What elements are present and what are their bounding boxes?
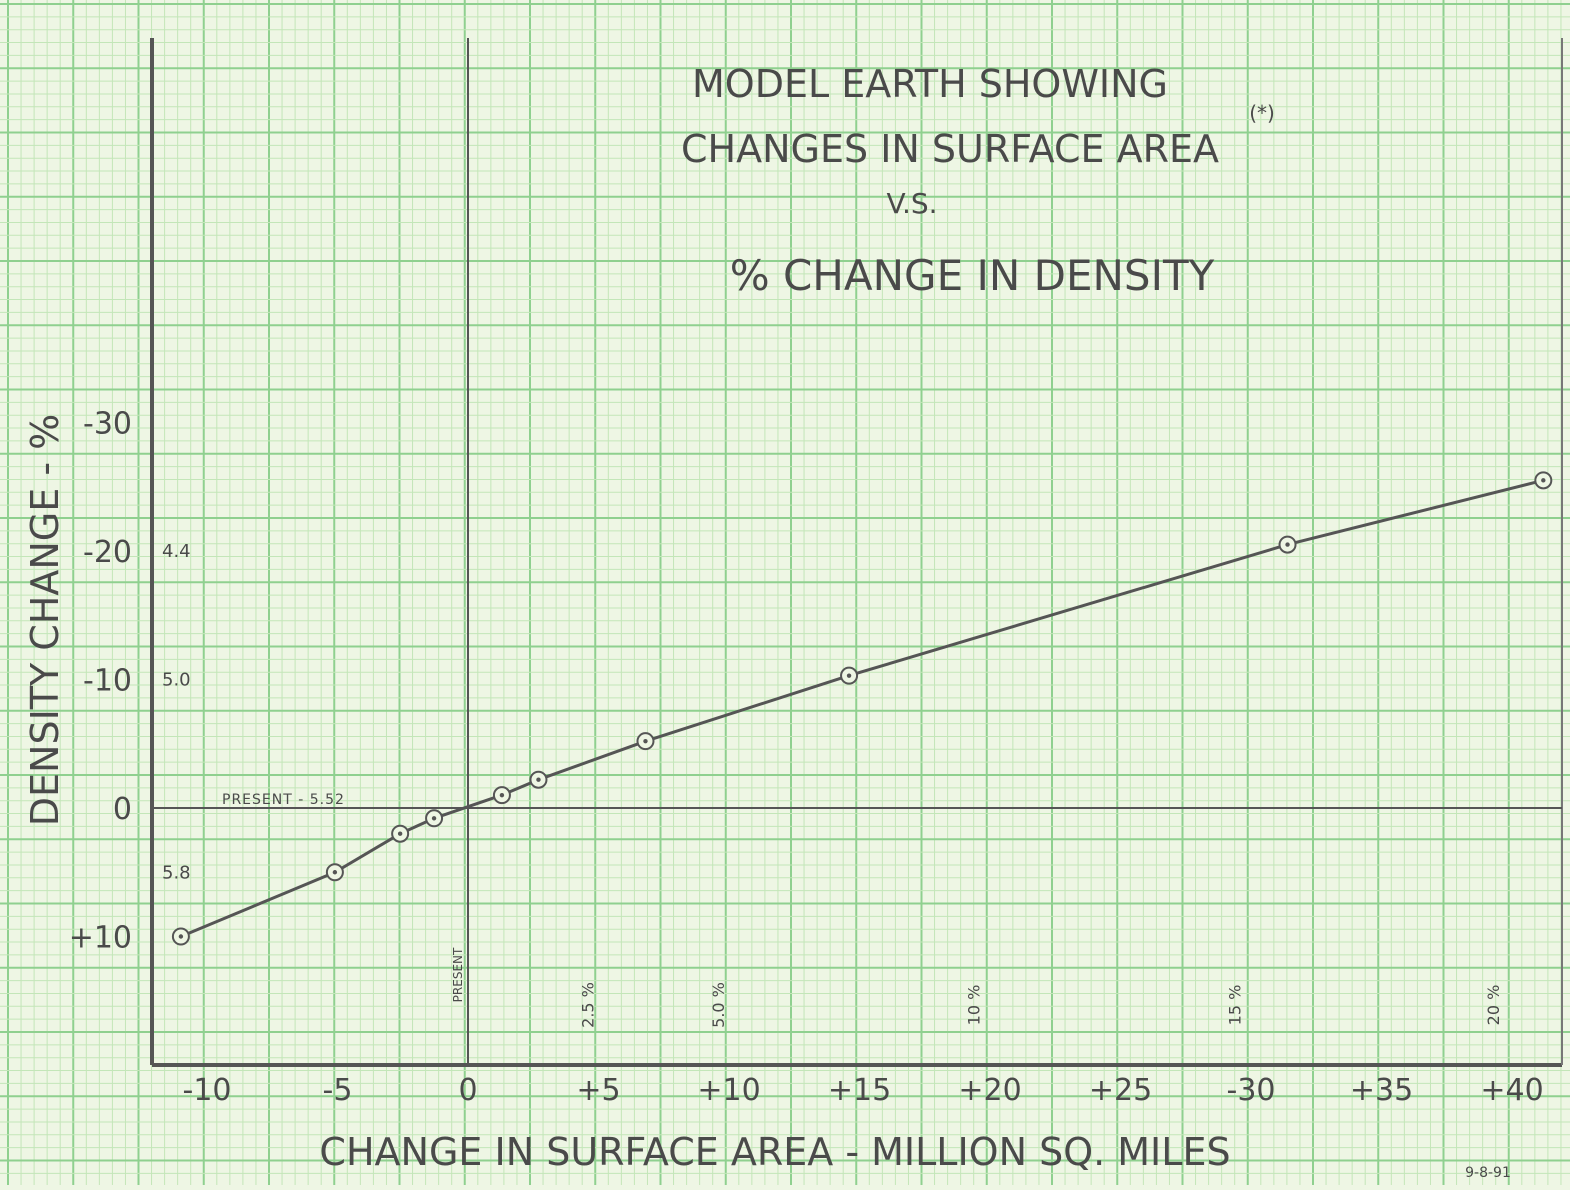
annotations: 4.4 5.0 5.8 2.5 % 5.0 % 10 % 15 % 20 % bbox=[162, 541, 1503, 1028]
title-mark: (*) bbox=[1249, 101, 1275, 125]
date-note: 9-8-91 bbox=[1465, 1165, 1511, 1181]
density-label: 5.8 bbox=[162, 862, 191, 883]
data-point-center bbox=[178, 934, 184, 939]
data-point-center bbox=[397, 831, 403, 836]
axes bbox=[150, 38, 1563, 1067]
data-point-center bbox=[643, 738, 648, 744]
y-tick-label: +10 bbox=[69, 921, 132, 956]
data-point-center bbox=[431, 816, 437, 821]
series-line bbox=[180, 478, 1544, 938]
tick-labels: -10 -5 0 +5 +10 +15 +20 +25 -30 +35 +40 -30 -20 -10 0 +… bbox=[69, 407, 1544, 1109]
x-tick-label: +40 bbox=[1480, 1073, 1543, 1108]
present-reference-lines: PRESENT - 5.52 PRESENT bbox=[152, 38, 1562, 1065]
percent-mark: 10 % bbox=[965, 985, 984, 1026]
y-axis-label: DENSITY CHANGE - % bbox=[23, 414, 67, 827]
title-line-3: V.S. bbox=[886, 187, 937, 220]
y-tick-label: 0 bbox=[113, 792, 132, 827]
x-tick-label: +10 bbox=[697, 1073, 760, 1108]
chart-title: MODEL EARTH SHOWING CHANGES IN SURFACE A… bbox=[681, 62, 1275, 300]
x-tick-label: +35 bbox=[1350, 1073, 1413, 1108]
percent-mark: 20 % bbox=[1484, 985, 1503, 1026]
data-series bbox=[171, 471, 1553, 946]
density-label: 5.0 bbox=[162, 670, 191, 691]
data-point-center bbox=[1285, 542, 1290, 547]
x-tick-label: -5 bbox=[323, 1073, 353, 1108]
percent-mark: 5.0 % bbox=[709, 982, 728, 1028]
x-tick-label: -10 bbox=[183, 1073, 232, 1108]
percent-mark: 2.5 % bbox=[578, 982, 597, 1028]
x-tick-label: +25 bbox=[1089, 1073, 1152, 1108]
data-point-center bbox=[1541, 478, 1546, 483]
percent-mark: 15 % bbox=[1226, 985, 1245, 1026]
present-vline-label: PRESENT bbox=[451, 947, 465, 1002]
present-hline-label: PRESENT - 5.52 bbox=[222, 792, 345, 808]
data-point-center bbox=[332, 870, 338, 875]
data-point-center bbox=[846, 673, 852, 678]
density-label: 4.4 bbox=[162, 541, 191, 562]
x-tick-label: +20 bbox=[958, 1073, 1021, 1108]
x-tick-label: +15 bbox=[828, 1073, 891, 1108]
x-tick-label: -30 bbox=[1227, 1073, 1276, 1108]
y-tick-label: -30 bbox=[83, 407, 132, 442]
x-tick-label: 0 bbox=[458, 1073, 477, 1108]
title-line-2: CHANGES IN SURFACE AREA bbox=[681, 127, 1219, 171]
data-point-center bbox=[536, 777, 541, 782]
x-axis-label: CHANGE IN SURFACE AREA - MILLION SQ. MIL… bbox=[319, 1130, 1230, 1174]
title-line-4: % CHANGE IN DENSITY bbox=[730, 251, 1215, 300]
title-line-1: MODEL EARTH SHOWING bbox=[692, 62, 1168, 106]
data-point-center bbox=[499, 792, 505, 798]
y-tick-label: -20 bbox=[83, 535, 132, 570]
x-tick-label: +5 bbox=[576, 1073, 620, 1108]
y-tick-label: -10 bbox=[83, 664, 132, 699]
